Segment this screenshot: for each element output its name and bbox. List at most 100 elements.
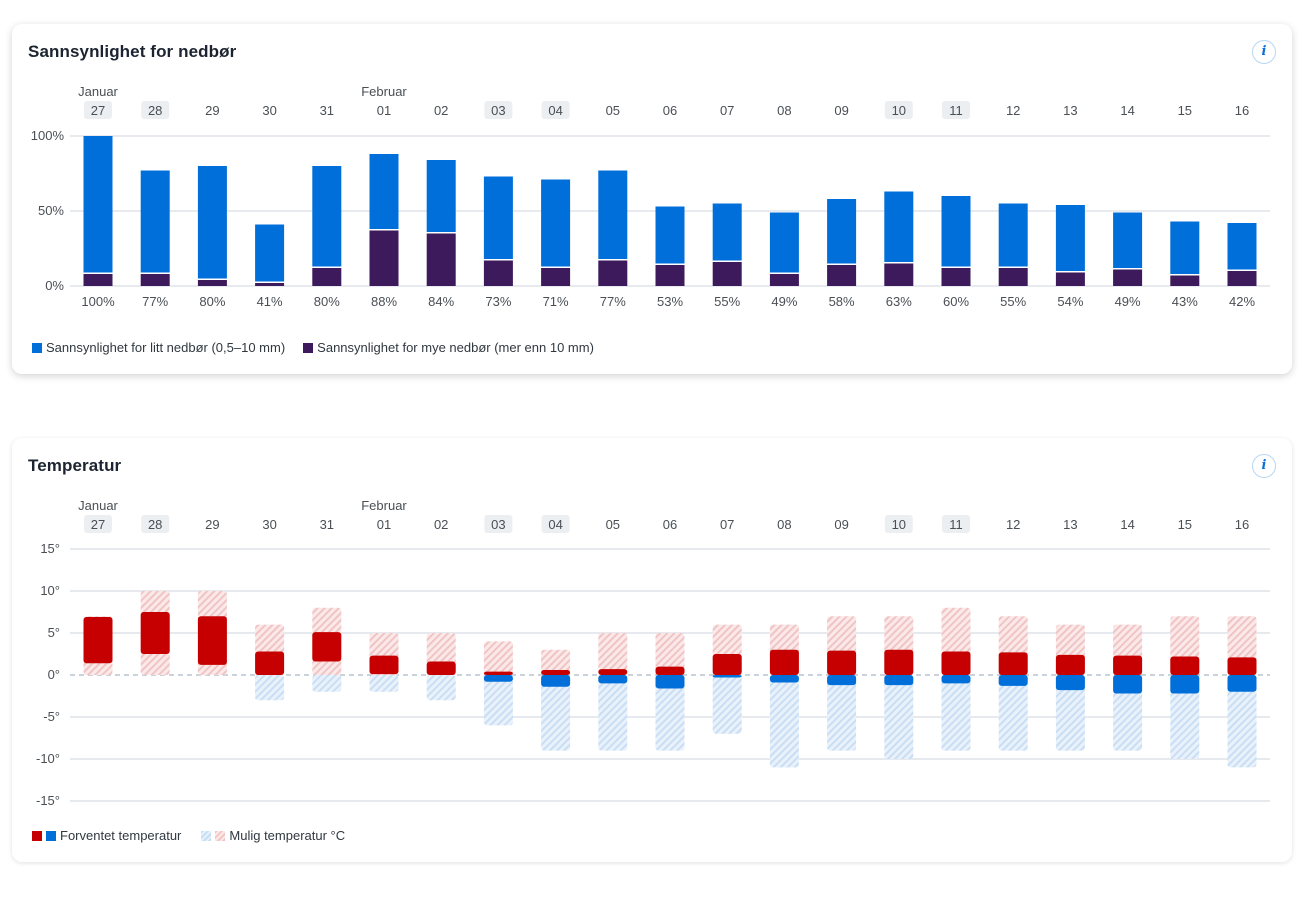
data-label: 49% [771,294,797,309]
data-label: 84% [428,294,454,309]
bar-light-precip [83,136,113,273]
temperature-legend: Forventet temperatur Mulig temperatur °C [32,828,359,843]
y-tick-label: 15° [40,541,60,556]
day-label: 11 [949,103,963,118]
bar-heavy-precip [483,260,513,286]
y-tick-label: -5° [43,709,60,724]
y-tick-label: 50% [38,203,64,218]
possible-temp-cold [1055,675,1085,751]
bar-light-precip [655,206,685,264]
data-label: 71% [543,294,569,309]
bar-heavy-precip [1170,275,1200,286]
expected-temp-warm [998,652,1028,675]
legend-heavy-label: Sannsynlighet for mye nedbør (mer enn 10… [317,340,594,355]
bar-heavy-precip [1113,269,1143,286]
month-label: Januar [78,84,118,99]
weekend-highlight [541,515,570,533]
bar-heavy-precip [712,262,742,286]
weekend-highlight [141,101,170,119]
day-label: 05 [606,103,620,118]
data-label: 55% [714,294,740,309]
expected-temp-warm [769,649,799,675]
legend-heavy-precip: Sannsynlighet for mye nedbør (mer enn 10… [303,340,594,355]
bar-light-precip [197,166,227,279]
day-label: 07 [720,103,734,118]
y-tick-label: -15° [36,793,60,808]
possible-temp-warm [598,633,628,675]
day-label: 04 [548,517,562,532]
day-label: 13 [1063,517,1077,532]
expected-temp-warm [1170,656,1200,675]
data-label: 53% [657,294,683,309]
day-label: 31 [320,103,334,118]
possible-temp-cold [712,675,742,734]
weekend-highlight [541,101,570,119]
day-label: 31 [320,517,334,532]
bar-heavy-precip [827,265,857,286]
possible-temp-cold [827,675,857,751]
month-label: Januar [78,498,118,513]
data-label: 100% [81,294,115,309]
possible-temp-cold [1170,675,1200,759]
precipitation-info-icon[interactable]: i [1252,40,1276,64]
bar-heavy-precip [598,260,628,286]
temperature-info-icon[interactable]: i [1252,454,1276,478]
legend-light-label: Sannsynlighet for litt nedbør (0,5–10 mm… [46,340,286,355]
bar-light-precip [426,160,456,232]
weekend-highlight [884,515,913,533]
bar-light-precip [369,154,399,229]
day-label: 03 [491,103,505,118]
bar-light-precip [998,203,1028,267]
expected-temp-warm [1113,655,1143,675]
day-label: 03 [491,517,505,532]
expected-temp-warm [941,651,971,675]
day-label: 14 [1120,517,1134,532]
legend-expected-temp: Forventet temperatur [32,828,181,843]
expected-temp-cold [712,675,742,678]
y-tick-label: 0° [48,667,60,682]
day-label: 09 [834,517,848,532]
expected-temp-warm [426,661,456,675]
possible-temp-cold [598,675,628,751]
bar-light-precip [827,199,857,264]
expected-temp-warm [369,655,399,675]
day-label: 10 [892,517,906,532]
day-label: 08 [777,103,791,118]
legend-expected-warm-swatch [32,830,42,841]
legend-possible-label: Mulig temperatur °C [229,828,346,843]
day-label: 28 [148,103,162,118]
expected-temp-cold [827,675,857,686]
possible-temp-cold [769,675,799,768]
bar-heavy-precip [1055,272,1085,286]
y-tick-label: 5° [48,625,60,640]
y-tick-label: -10° [36,751,60,766]
expected-temp-warm [197,616,227,665]
day-label: 02 [434,103,448,118]
expected-temp-cold [483,675,513,682]
temperature-title: Temperatur [28,456,122,475]
expected-temp-cold [1170,675,1200,694]
bar-light-precip [255,224,285,282]
possible-temp-warm [541,649,571,675]
weekend-highlight [884,101,913,119]
data-label: 80% [314,294,340,309]
day-label: 15 [1178,103,1192,118]
bar-light-precip [483,176,513,259]
bar-heavy-precip [255,283,285,286]
legend-expected-cold-swatch [46,830,56,841]
y-tick-label: 0% [45,278,64,293]
expected-temp-cold [655,675,685,689]
bar-light-precip [884,191,914,262]
expected-temp-warm [483,671,513,675]
legend-possible-warm-swatch [215,830,226,841]
data-label: 55% [1000,294,1026,309]
bar-light-precip [1170,221,1200,274]
bar-light-precip [1227,223,1257,270]
legend-expected-label: Forventet temperatur [60,828,182,843]
expected-temp-warm [83,617,113,664]
possible-temp-cold [541,675,571,751]
bar-heavy-precip [312,268,342,286]
bar-light-precip [312,166,342,267]
bar-heavy-precip [769,274,799,286]
legend-heavy-swatch [303,342,314,353]
